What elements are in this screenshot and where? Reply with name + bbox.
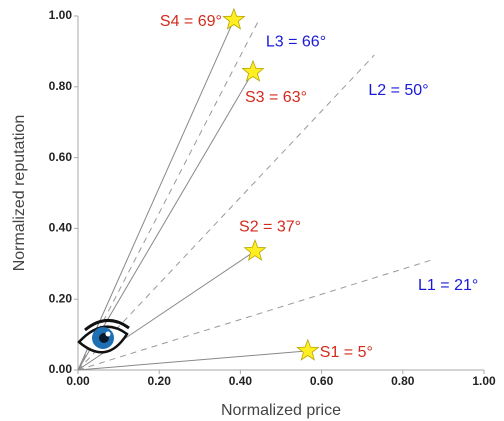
reference-label: L2 = 50° bbox=[368, 82, 428, 99]
page: Normalized price Normalized reputation 0… bbox=[0, 0, 504, 421]
x-axis-title: Normalized price bbox=[221, 402, 341, 419]
x-tick-label: 0.20 bbox=[148, 374, 172, 388]
reference-line bbox=[78, 260, 432, 370]
star-label: S3 = 63° bbox=[245, 89, 307, 106]
star-label: S2 = 37° bbox=[239, 218, 301, 235]
y-tick-label: 0.00 bbox=[49, 362, 73, 376]
y-tick-label: 0.80 bbox=[49, 79, 73, 93]
star-label: S4 = 69° bbox=[160, 13, 222, 30]
ray bbox=[78, 72, 253, 370]
x-tick-label: 0.40 bbox=[229, 374, 253, 388]
y-axis-title: Normalized reputation bbox=[11, 115, 28, 272]
reference-label: L1 = 21° bbox=[418, 277, 478, 294]
x-tick-label: 0.80 bbox=[391, 374, 415, 388]
reference-line bbox=[78, 18, 260, 370]
x-tick-label: 0.60 bbox=[310, 374, 334, 388]
star-point bbox=[243, 61, 264, 81]
x-tick-label: 0.00 bbox=[66, 374, 90, 388]
ray bbox=[78, 351, 308, 370]
star-point bbox=[297, 340, 318, 360]
x-tick-label: 1.00 bbox=[472, 374, 496, 388]
y-tick-label: 1.00 bbox=[49, 8, 73, 22]
star-point bbox=[223, 9, 244, 29]
chart: Normalized price Normalized reputation 0… bbox=[0, 0, 504, 421]
star-point bbox=[245, 240, 266, 260]
y-tick-label: 0.40 bbox=[49, 221, 73, 235]
reference-label: L3 = 66° bbox=[266, 33, 326, 50]
y-tick-label: 0.60 bbox=[49, 150, 73, 164]
star-label: S1 = 5° bbox=[320, 344, 373, 361]
y-tick-label: 0.20 bbox=[49, 291, 73, 305]
